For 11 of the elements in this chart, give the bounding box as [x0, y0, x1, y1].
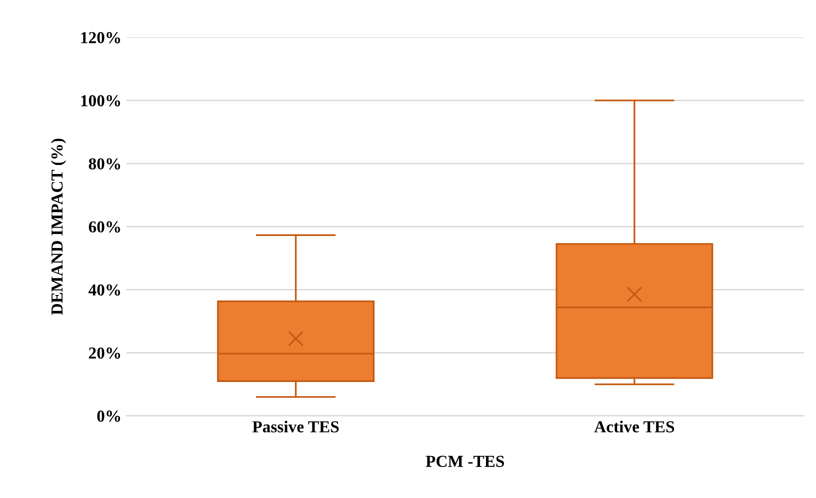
- x-tick-label: Active TES: [594, 420, 674, 432]
- y-tick-label: 0%: [97, 410, 120, 422]
- y-tick-label: 120%: [81, 32, 120, 44]
- y-tick-label: 40%: [88, 284, 120, 296]
- y-tick-label: 80%: [88, 158, 120, 170]
- y-tick-label: 100%: [81, 95, 120, 106]
- x-tick-label: Passive TES: [252, 420, 339, 432]
- y-tick-label: 20%: [88, 347, 120, 359]
- y-tick-label: 60%: [88, 221, 120, 233]
- x-axis-title: PCM -TES: [426, 456, 504, 467]
- y-axis-title: DEMAND IMPACT (%): [50, 138, 66, 315]
